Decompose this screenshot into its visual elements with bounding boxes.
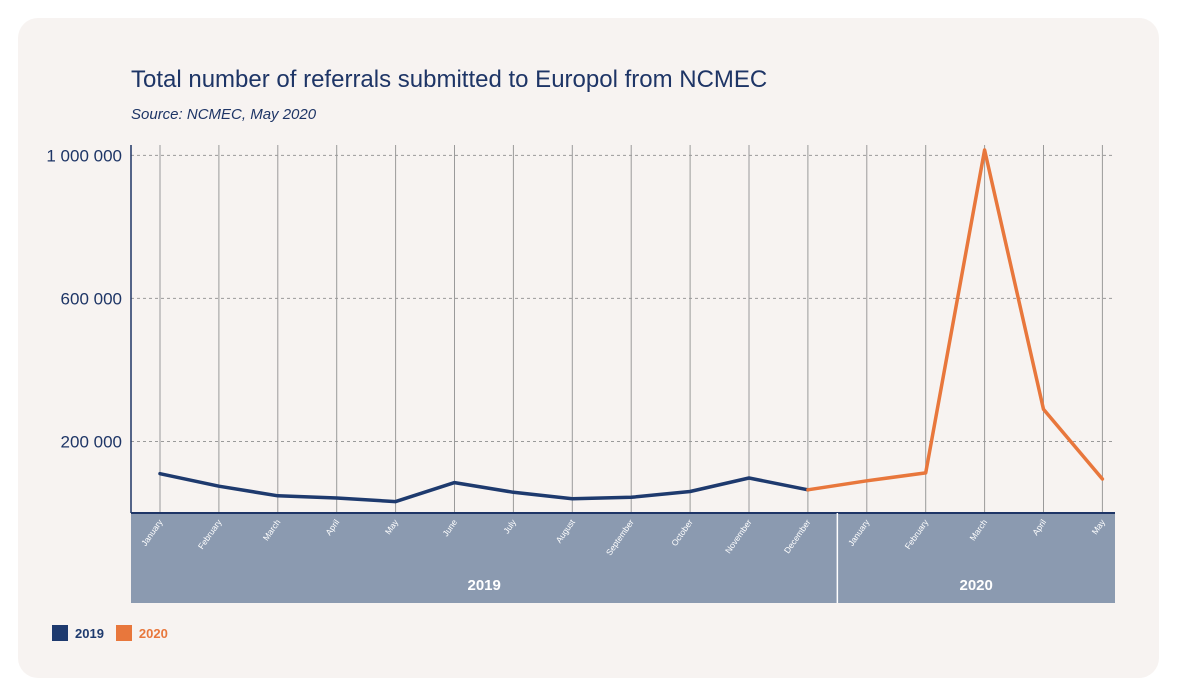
- x-axis-band: [131, 513, 1115, 603]
- chart-title: Total number of referrals submitted to E…: [131, 66, 768, 93]
- legend-label-2019: 2019: [75, 625, 104, 641]
- legend-swatch-2019: [52, 625, 68, 641]
- series-line-2019: [158, 471, 810, 504]
- legend-label-2020: 2020: [138, 625, 168, 641]
- legend-item-2020: 2020: [115, 625, 168, 641]
- chart-subtitle: Source: NCMEC, May 2020: [131, 106, 317, 123]
- y-tick-label: 1 000 000: [46, 146, 122, 165]
- legend-swatch-2020: [115, 625, 132, 641]
- year-label-2020: 2020: [959, 577, 992, 594]
- y-tick-label: 200 000: [61, 432, 122, 451]
- series-line-2020: [806, 148, 1105, 492]
- legend-item-2019: 2019: [52, 625, 104, 641]
- legend: 2019 2020: [52, 625, 180, 641]
- year-label-2019: 2019: [467, 577, 500, 594]
- y-tick-label: 600 000: [61, 289, 122, 308]
